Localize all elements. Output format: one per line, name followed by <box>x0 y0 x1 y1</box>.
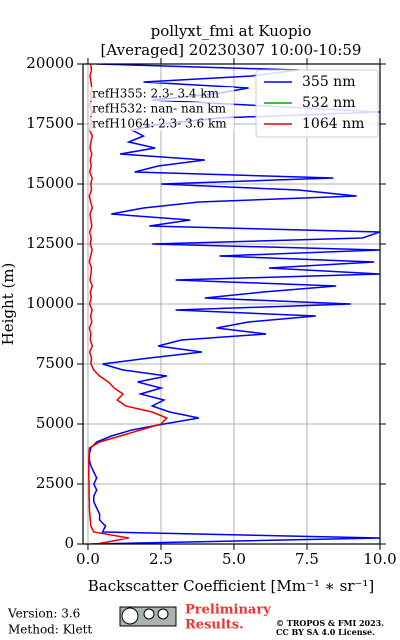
status: Preliminary <box>185 603 271 618</box>
x-tick-label: 7.5 <box>295 550 319 568</box>
license-icon-by <box>143 608 155 620</box>
legend-box <box>255 69 379 138</box>
plot-frame <box>82 63 381 545</box>
legend-label: 1064 nm <box>302 116 364 132</box>
x-tick-label: 5.0 <box>222 550 246 568</box>
annotation: refH1064: 2.3- 3.6 km <box>92 117 227 131</box>
profile-line <box>88 64 169 544</box>
y-tick-label: 12500 <box>26 234 74 252</box>
copyright: © TROPOS & FMI 2023. <box>276 618 384 628</box>
y-tick-label: 5000 <box>36 414 74 432</box>
copyright: CC BY SA 4.0 License. <box>276 627 375 637</box>
annotation-bg <box>89 87 234 101</box>
chart-subtitle: [Averaged] 20230307 10:00-10:59 <box>101 41 362 59</box>
y-tick-label: 2500 <box>36 474 74 492</box>
y-axis-label: Height (m) <box>0 263 17 346</box>
annotation-bg <box>89 102 234 116</box>
annotation: refH532: nan- nan km <box>92 102 227 116</box>
footer: Version: 3.6 Method: Klett Preliminary R… <box>7 603 384 638</box>
y-tick-label: 10000 <box>26 294 74 312</box>
method: Method: Klett <box>8 623 92 637</box>
y-tick-label: 20000 <box>26 54 74 72</box>
legend-label: 355 nm <box>302 74 355 90</box>
license-icon-cc <box>121 607 139 625</box>
y-tick-label: 0 <box>64 534 74 552</box>
chart-title: pollyxt_fmi at Kuopio <box>151 22 312 40</box>
plot-lines <box>88 64 380 544</box>
y-tick-label: 7500 <box>36 354 74 372</box>
x-axis-label: Backscatter Coefficient [Mm⁻¹ ∗ sr⁻¹] <box>88 577 375 595</box>
legend-label: 532 nm <box>302 95 355 111</box>
annotation: refH355: 2.3- 3.4 km <box>92 87 220 101</box>
license-icon-sa <box>157 608 169 620</box>
version: Version: 3.6 <box>7 607 80 621</box>
profile-line <box>88 64 380 544</box>
y-tick-label: 17500 <box>26 114 74 132</box>
y-tick-label: 15000 <box>26 174 74 192</box>
x-tick-label: 10.0 <box>363 550 396 568</box>
status: Results. <box>185 618 244 633</box>
x-tick-label: 2.5 <box>149 550 173 568</box>
annotation-bg <box>89 117 234 131</box>
x-tick-label: 0.0 <box>76 550 100 568</box>
